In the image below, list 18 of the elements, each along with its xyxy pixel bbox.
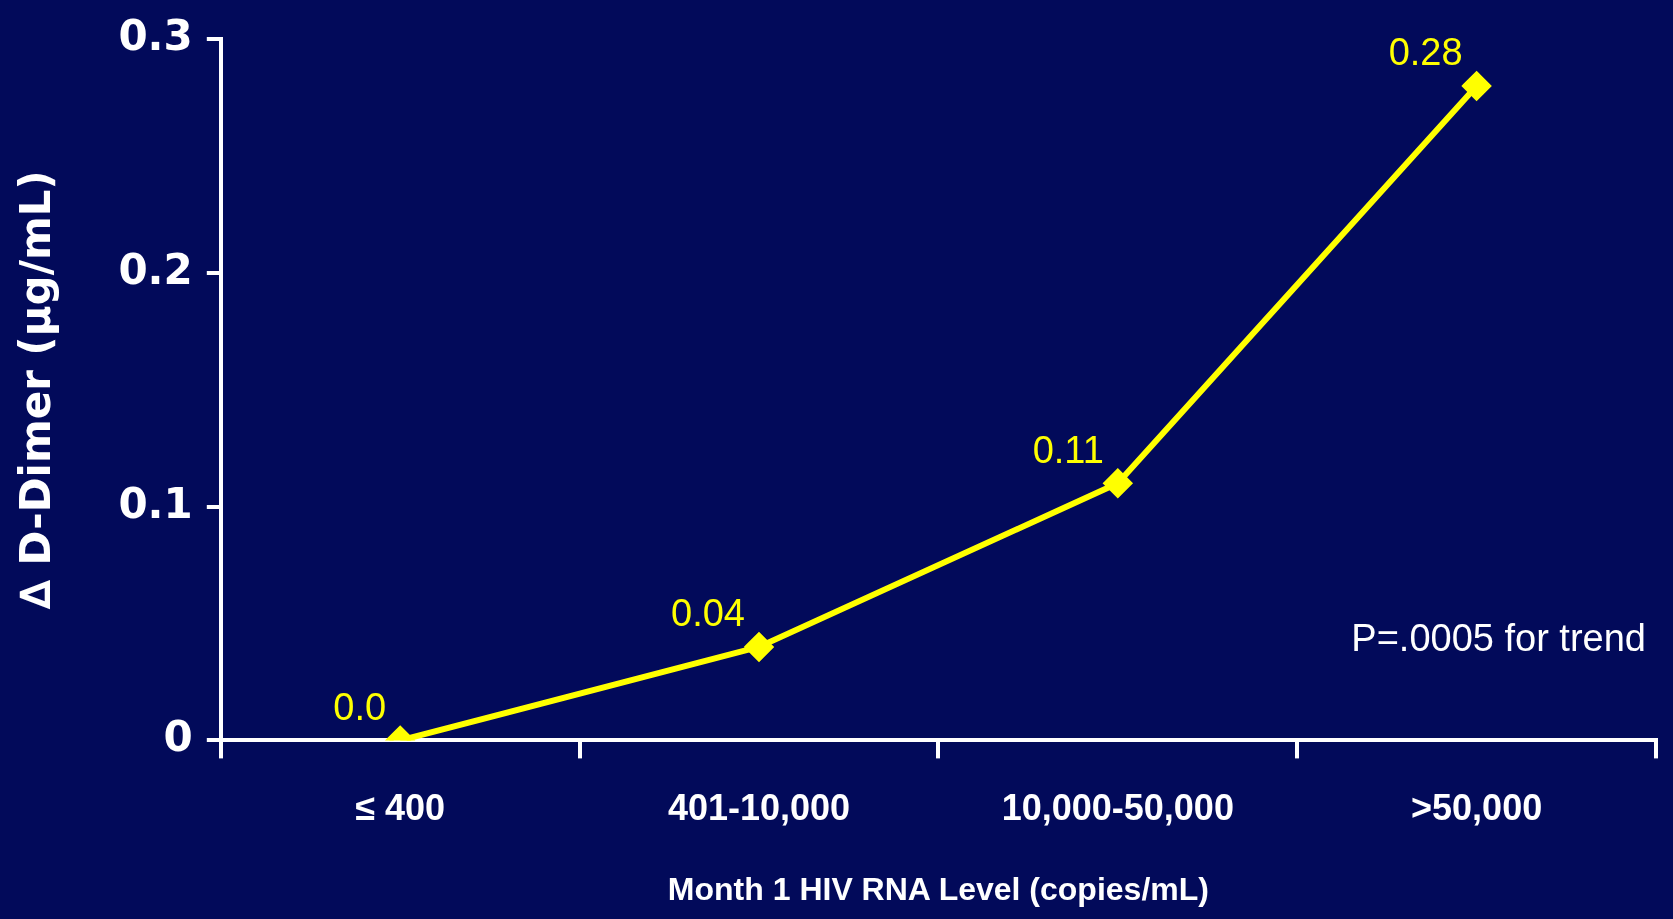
point [1462, 71, 1491, 100]
data-label: 0.11 [1032, 428, 1104, 471]
y-tick-label: 0.3 [118, 11, 193, 61]
x-tick-label: >50,000 [1411, 786, 1543, 828]
y-tick-label: 0.2 [118, 244, 193, 294]
x-tick-label: ≤ 400 [355, 786, 446, 828]
y-tick-label: 0.1 [118, 478, 193, 528]
point [1103, 469, 1132, 498]
annotation: P=.0005 for trend [1351, 616, 1646, 659]
point [745, 632, 773, 661]
data-label: 0.0 [333, 685, 387, 728]
y-axis-title: ∆ D-Dimer (µg/mL) [11, 170, 61, 610]
x-tick-label: 10,000-50,000 [1001, 786, 1234, 828]
x-tick-label: 401-10,000 [667, 786, 851, 828]
x-axis-title: Month 1 HIV RNA Level (copies/mL) [667, 870, 1209, 907]
data-label: 0.28 [1388, 31, 1463, 74]
y-tick-label: 0 [163, 712, 193, 762]
data-label: 0.04 [671, 592, 745, 635]
